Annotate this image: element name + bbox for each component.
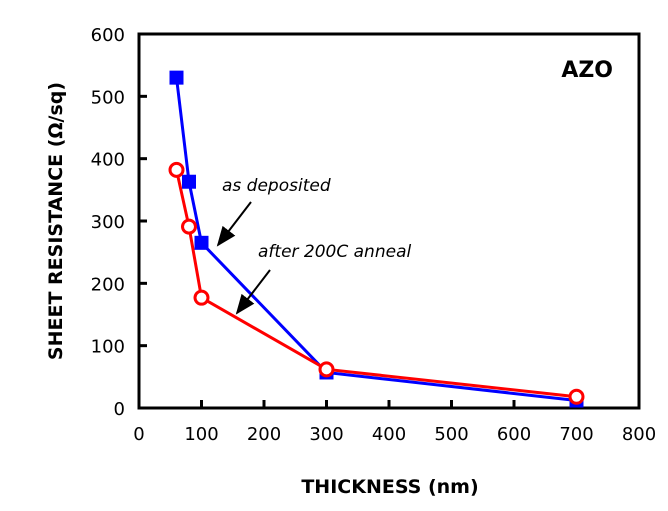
legend-as-deposited: as deposited [222,176,331,196]
y-tick-label: 500 [91,87,125,108]
data-point-circle [181,218,197,235]
x-tick-label: 800 [622,424,656,445]
x-tick-label: 600 [497,424,531,445]
series-line-1 [175,169,577,399]
y-axis-label: SHEET RESISTANCE (Ω/sq) [45,82,67,360]
x-tick-label: 300 [309,424,343,445]
y-tick-label: 600 [91,25,125,46]
y-tick-label: 300 [91,212,125,233]
data-point-square [182,174,196,189]
y-tick-label: 100 [91,337,125,358]
data-point-circle [568,388,585,405]
arrow-as-deposited [216,201,252,247]
arrow-after-anneal [235,269,271,315]
x-tick-label: 500 [434,424,468,445]
series-line-0 [175,77,577,403]
y-tick-label: 200 [91,274,125,295]
azo-label: AZO [561,58,613,83]
x-tick-label: 200 [247,424,281,445]
x-tick-label: 700 [559,424,593,445]
plot-frame [137,32,641,410]
data-point-circle [318,361,335,378]
x-tick-label: 400 [372,424,406,445]
x-tick-label: 100 [184,424,218,445]
data-point-circle [168,161,185,178]
x-tick-label: 0 [133,424,144,445]
x-axis-label: THICKNESS (nm) [301,476,478,498]
data-point-square [169,70,184,85]
legend-after-anneal: after 200C anneal [258,242,411,262]
y-tick-label: 400 [91,150,125,171]
y-tick-label: 0 [114,399,125,420]
data-point-circle [193,289,210,306]
data-point-square [194,235,209,250]
